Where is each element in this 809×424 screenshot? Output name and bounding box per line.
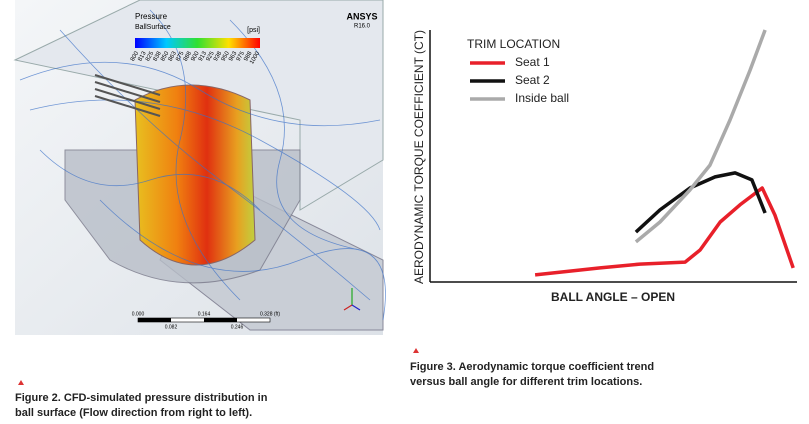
scale-label: 0.328 (ft) [260, 311, 280, 317]
cfd-image: Pressure BallSurface [psi] ANSYS R16.0 8… [13, 0, 386, 335]
colorbar-label: 875 [175, 50, 186, 62]
caption-marker [413, 348, 419, 353]
brand: ANSYS [346, 11, 377, 21]
scale-label: 0.246 [231, 324, 244, 330]
colorbar-label: 838 [153, 50, 164, 62]
streamlines [19, 9, 386, 321]
colorbar-label: 963 [228, 50, 239, 62]
legend-title: Pressure [135, 12, 168, 21]
x-axis-label: BALL ANGLE – OPEN [551, 290, 675, 304]
legend-unit: [psi] [247, 27, 260, 34]
legend-label: Seat 2 [515, 73, 550, 87]
scale-label: 0.000 [132, 311, 145, 317]
caption-line: ball surface (Flow direction from right … [15, 407, 252, 419]
scale-label: 0.082 [165, 324, 178, 330]
data-line [634, 29, 767, 244]
legend-label: Seat 1 [515, 55, 550, 69]
caption-line: versus ball angle for different trim loc… [410, 376, 642, 388]
y-axis-label: AERODYNAMIC TORQUE COEFFICIENT (CT) [412, 30, 426, 284]
colorbar-label: 825 [145, 50, 156, 62]
legend-title: TRIM LOCATION [467, 37, 560, 51]
version: R16.0 [354, 24, 371, 30]
colorbar-label: 950 [221, 50, 232, 62]
colorbar-label: 888 [183, 50, 194, 62]
colorbar-label: 925 [206, 50, 217, 62]
scale-bar [137, 317, 271, 323]
colorbar-label: 938 [213, 50, 224, 62]
caption-marker [18, 380, 24, 385]
legend-label: Inside ball [515, 91, 569, 105]
data-line [634, 171, 767, 234]
scale-label: 0.164 [198, 311, 211, 317]
data-line [534, 186, 795, 277]
colorbar-label: 800 [130, 50, 141, 62]
colorbar-label: 913 [198, 50, 209, 62]
colorbar-label: 975 [236, 50, 247, 62]
chart: AERODYNAMIC TORQUE COEFFICIENT (CT) BALL… [412, 29, 797, 304]
colorbar-label: 850 [160, 50, 171, 62]
colorbar-label: 813 [137, 50, 148, 62]
caption-line: Figure 3. Aerodynamic torque coefficient… [410, 361, 654, 373]
colorbar [135, 38, 260, 48]
pipe [13, 0, 384, 211]
caption-line: Figure 2. CFD-simulated pressure distrib… [15, 392, 268, 404]
axis-triad [343, 288, 361, 311]
colorbar-label: 988 [243, 50, 254, 62]
colorbar-label: 863 [168, 50, 179, 62]
trim-tubes [94, 74, 161, 117]
legend-subtitle: BallSurface [135, 24, 171, 31]
colorbar-label: 900 [190, 50, 201, 62]
